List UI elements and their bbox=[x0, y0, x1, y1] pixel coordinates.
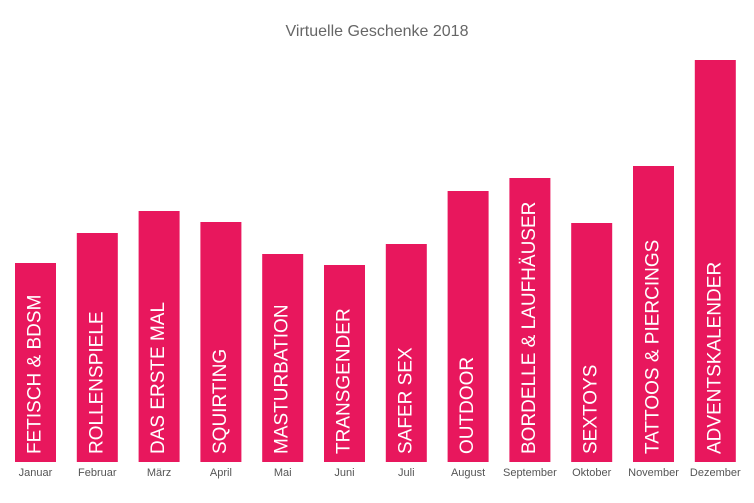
bar bbox=[633, 166, 674, 462]
bar-label: OUTDOOR bbox=[457, 357, 478, 454]
bar bbox=[447, 191, 489, 462]
bar bbox=[15, 263, 56, 462]
x-tick-label: August bbox=[451, 467, 485, 479]
x-tick-label: Mai bbox=[274, 467, 292, 479]
x-tick-label: September bbox=[503, 467, 557, 479]
bar bbox=[385, 244, 427, 462]
bar-label: DAS ERSTE MAL bbox=[148, 302, 169, 454]
bar bbox=[262, 254, 304, 462]
x-tick-label: November bbox=[628, 467, 679, 479]
bar-label: FETISCH & BDSM bbox=[25, 295, 46, 454]
x-tick-label: April bbox=[210, 467, 232, 479]
x-tick-label: Februar bbox=[78, 467, 117, 479]
x-tick-label: Oktober bbox=[572, 467, 611, 479]
bar bbox=[509, 178, 551, 462]
x-tick-label: Januar bbox=[19, 467, 53, 479]
bar bbox=[200, 222, 242, 462]
x-tick-label: März bbox=[147, 467, 171, 479]
bar-label: ROLLENSPIELE bbox=[86, 311, 107, 454]
bar-label: TRANSGENDER bbox=[334, 308, 355, 454]
bar-label: SAFER SEX bbox=[395, 347, 416, 454]
bar-label: TATTOOS & PIERCINGS bbox=[643, 240, 664, 454]
bar bbox=[324, 265, 365, 462]
bar bbox=[694, 60, 736, 462]
x-tick-label: Juni bbox=[334, 467, 354, 479]
x-tick-label: Juli bbox=[398, 467, 415, 479]
bar-label: MASTURBATION bbox=[272, 304, 293, 454]
bar-label: ADVENTSKALENDER bbox=[704, 262, 725, 454]
bar-label: SEXTOYS bbox=[581, 365, 602, 454]
chart-title: Virtuelle Geschenke 2018 bbox=[286, 23, 469, 40]
bar bbox=[76, 233, 118, 462]
bar bbox=[138, 211, 180, 462]
bar bbox=[571, 223, 613, 462]
x-tick-label: Dezember bbox=[690, 467, 741, 479]
bar-label: BORDELLE & LAUFHÄUSER bbox=[519, 202, 540, 454]
bar-label: SQUIRTING bbox=[210, 349, 231, 454]
